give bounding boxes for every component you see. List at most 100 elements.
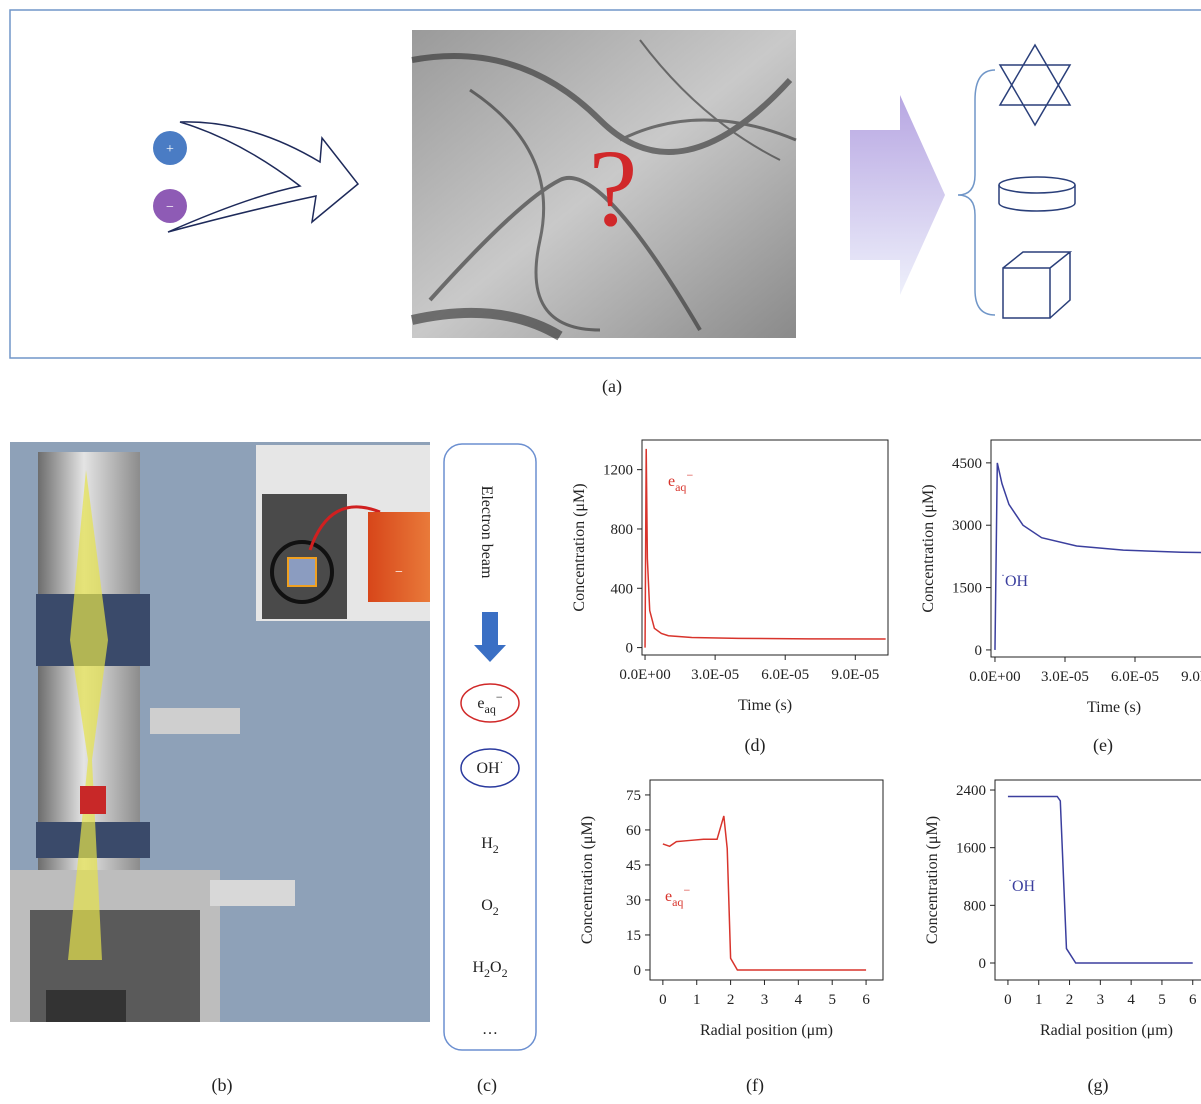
x-tick-label: 6.0E-05	[1111, 669, 1159, 685]
species-label: H2O2	[472, 959, 507, 980]
text-part: OH	[1012, 878, 1036, 895]
shape-icons	[999, 45, 1075, 318]
x-tick-label: 9.0E-05	[1181, 669, 1201, 685]
series-annotation: eaq−	[668, 468, 693, 494]
plot-frame	[991, 440, 1201, 657]
x-tick-label: 0.0E+00	[969, 669, 1020, 685]
text-part: −	[686, 468, 693, 482]
y-tick-label: 0	[979, 956, 987, 972]
text-part: aq	[675, 480, 686, 494]
data-line	[1008, 797, 1193, 963]
y-tick-label: 1500	[952, 581, 982, 597]
text-part: −	[683, 883, 690, 897]
inset-sign: −	[395, 565, 403, 580]
y-tick-label: 400	[611, 581, 634, 597]
x-axis-label: Time (s)	[1087, 699, 1141, 716]
x-tick-label: 0	[1004, 992, 1012, 1008]
x-axis-label: Radial position (μm)	[700, 1022, 833, 1039]
text-part: 2	[502, 966, 508, 980]
chart-caption: (f)	[746, 1075, 764, 1096]
y-tick-label: 75	[626, 788, 641, 804]
series-annotation: eaq−	[665, 883, 690, 909]
x-tick-label: 1	[1035, 992, 1043, 1008]
y-tick-label: 800	[611, 522, 634, 538]
x-tick-label: 4	[795, 992, 803, 1008]
x-tick-label: 9.0E-05	[831, 667, 879, 683]
x-axis-label: Time (s)	[738, 697, 792, 714]
process-arrow	[850, 95, 945, 295]
text-part: ·	[500, 755, 504, 769]
x-tick-label: 1	[693, 992, 701, 1008]
x-tick-label: 0.0E+00	[619, 667, 670, 683]
x-axis-label: Radial position (μm)	[1040, 1022, 1173, 1039]
y-tick-label: 60	[626, 823, 641, 839]
x-tick-label: 0	[659, 992, 667, 1008]
chart-caption: (e)	[1093, 735, 1113, 756]
text-part: 2	[493, 842, 499, 856]
brace	[958, 70, 995, 315]
text-part: H	[472, 959, 484, 976]
species-label: O2	[481, 897, 499, 918]
text-part: OH	[476, 760, 500, 777]
species-label: OH·	[476, 755, 503, 777]
data-line	[995, 463, 1201, 650]
y-tick-label: 1200	[603, 463, 633, 479]
chart-caption: (g)	[1088, 1075, 1109, 1096]
x-tick-label: 6	[1189, 992, 1197, 1008]
text-part: aq	[485, 702, 496, 716]
y-tick-label: 45	[626, 858, 641, 874]
y-axis-label: Concentration (μM)	[579, 816, 596, 944]
plot-frame	[650, 780, 883, 980]
x-tick-label: 4	[1127, 992, 1135, 1008]
y-axis-label: Concentration (μM)	[920, 484, 937, 612]
text-part: O	[490, 959, 502, 976]
negative-sign: −	[166, 200, 174, 215]
figure: + − ? (a) − (b)	[0, 0, 1201, 1104]
caption-c: (c)	[477, 1075, 497, 1096]
y-tick-label: 0	[975, 643, 983, 659]
question-mark: ?	[589, 127, 638, 249]
y-tick-label: 4500	[952, 456, 982, 472]
text-part: OH	[1005, 573, 1029, 590]
x-tick-label: 3	[1097, 992, 1105, 1008]
page: + − ? (a) − (b)	[0, 0, 1201, 1104]
positive-sign: +	[166, 142, 174, 157]
text-part: e	[665, 888, 672, 905]
x-tick-label: 2	[727, 992, 735, 1008]
more-species: …	[482, 1021, 498, 1038]
y-axis-label: Concentration (μM)	[924, 816, 941, 944]
data-line	[645, 449, 886, 648]
y-tick-label: 15	[626, 928, 641, 944]
chart-caption: (d)	[745, 735, 766, 756]
text-part: −	[496, 690, 503, 704]
x-tick-label: 6.0E-05	[761, 667, 809, 683]
y-axis-label: Concentration (μM)	[571, 483, 588, 611]
y-tick-label: 2400	[956, 783, 986, 799]
beam-arrow	[474, 612, 506, 662]
series-annotation: ·OH	[1008, 873, 1036, 895]
y-tick-label: 3000	[952, 518, 982, 534]
text-part: 2	[493, 904, 499, 918]
inflow-arrow	[168, 122, 358, 232]
species-label: H2	[481, 835, 499, 856]
y-tick-label: 0	[634, 963, 642, 979]
text-part: e	[668, 473, 675, 490]
text-part: e	[477, 695, 484, 712]
species-label: eaq−	[477, 690, 502, 716]
x-tick-label: 2	[1066, 992, 1074, 1008]
plot-frame	[642, 440, 888, 655]
caption-b: (b)	[212, 1075, 233, 1096]
y-tick-label: 1600	[956, 841, 986, 857]
y-tick-label: 0	[626, 641, 634, 657]
beam-label: Electron beam	[478, 486, 495, 579]
y-tick-label: 800	[964, 898, 987, 914]
x-tick-label: 5	[1158, 992, 1166, 1008]
text-part: aq	[672, 895, 683, 909]
series-annotation: ·OH	[1001, 568, 1029, 590]
y-tick-label: 30	[626, 893, 641, 909]
caption-a: (a)	[602, 376, 622, 397]
x-tick-label: 5	[828, 992, 836, 1008]
text-part: O	[481, 897, 493, 914]
x-tick-label: 3	[761, 992, 769, 1008]
x-tick-label: 6	[862, 992, 870, 1008]
